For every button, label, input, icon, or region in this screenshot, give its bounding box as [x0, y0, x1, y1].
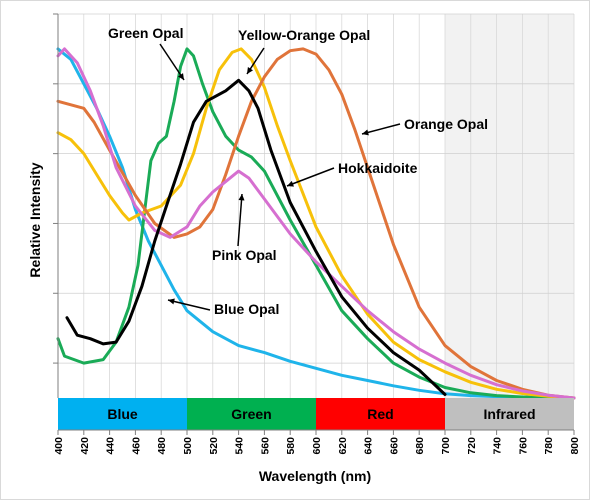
x-tick-label: 640 [363, 437, 375, 455]
annotation-arrow [361, 123, 401, 135]
annotation-green-opal: Green Opal [108, 25, 183, 41]
annotation-arrowhead [247, 67, 253, 74]
annotation-arrowhead [177, 73, 184, 80]
spectrum-band-bar: Blue Green Red Infrared [58, 398, 574, 430]
annotation-arrowhead [238, 194, 245, 201]
annotation-arrow [237, 193, 243, 247]
axes: 400 420 440 460 480 500 520 540 560 580 600 620 640 6… [53, 13, 581, 455]
annotation-yellow-orange-opal: Yellow-Orange Opal [238, 27, 370, 43]
x-tick-label: 700 [440, 437, 452, 455]
hokkaidoite-line [65, 78, 447, 396]
x-tick-label: 460 [130, 437, 142, 455]
pink-opal-line [56, 47, 576, 400]
x-tick-label: 520 [208, 437, 220, 455]
x-tick-label: 800 [569, 437, 581, 455]
band-label-green: Green [231, 406, 271, 422]
x-tick-label: 500 [182, 437, 194, 455]
x-tick-label: 420 [79, 437, 91, 455]
band-label-blue: Blue [107, 406, 138, 422]
band-blue [58, 398, 187, 430]
x-tick-label: 560 [259, 437, 271, 455]
x-tick-label: 600 [311, 437, 323, 455]
band-label-infrared: Infrared [483, 406, 535, 422]
annotation-arrow [286, 167, 335, 187]
series-group [56, 47, 576, 400]
x-tick-label: 540 [234, 437, 246, 455]
infrared-shaded-region [445, 14, 574, 398]
annotation-blue-opal: Blue Opal [214, 301, 279, 317]
band-infrared [445, 398, 574, 430]
y-axis-title: Relative Intensity [27, 162, 43, 277]
annotation-arrowhead [362, 129, 369, 136]
x-tick-label: 400 [53, 437, 65, 455]
band-label-red: Red [367, 406, 393, 422]
band-red [316, 398, 445, 430]
band-green [187, 398, 316, 430]
blue-opal-line [56, 47, 576, 400]
annotation-arrowhead [168, 298, 175, 305]
x-tick-label: 680 [414, 437, 426, 455]
annotation-arrowhead [287, 180, 294, 187]
x-tick-label: 720 [466, 437, 478, 455]
x-tick-label: 440 [105, 437, 117, 455]
x-tick-label: 480 [156, 437, 168, 455]
x-tick-label: 780 [543, 437, 555, 455]
annotation-group: Green Opal Yellow-Orange Opal Orange Opal H… [108, 25, 488, 317]
x-tick-label: 760 [517, 437, 529, 455]
annotation-arrow [167, 299, 211, 311]
yellow-orange-opal-line [56, 47, 576, 400]
orange-opal-line [56, 47, 576, 400]
annotation-hokkaidoite: Hokkaidoite [338, 160, 418, 176]
x-axis-title: Wavelength (nm) [259, 468, 371, 484]
annotation-orange-opal: Orange Opal [404, 116, 488, 132]
annotation-arrow [159, 43, 185, 81]
x-tick-label: 660 [388, 437, 400, 455]
x-tick-label: 740 [492, 437, 504, 455]
annotation-pink-opal: Pink Opal [212, 247, 277, 263]
x-tick-label: 620 [337, 437, 349, 455]
green-opal-line [56, 47, 576, 400]
x-tick-label: 580 [285, 437, 297, 455]
